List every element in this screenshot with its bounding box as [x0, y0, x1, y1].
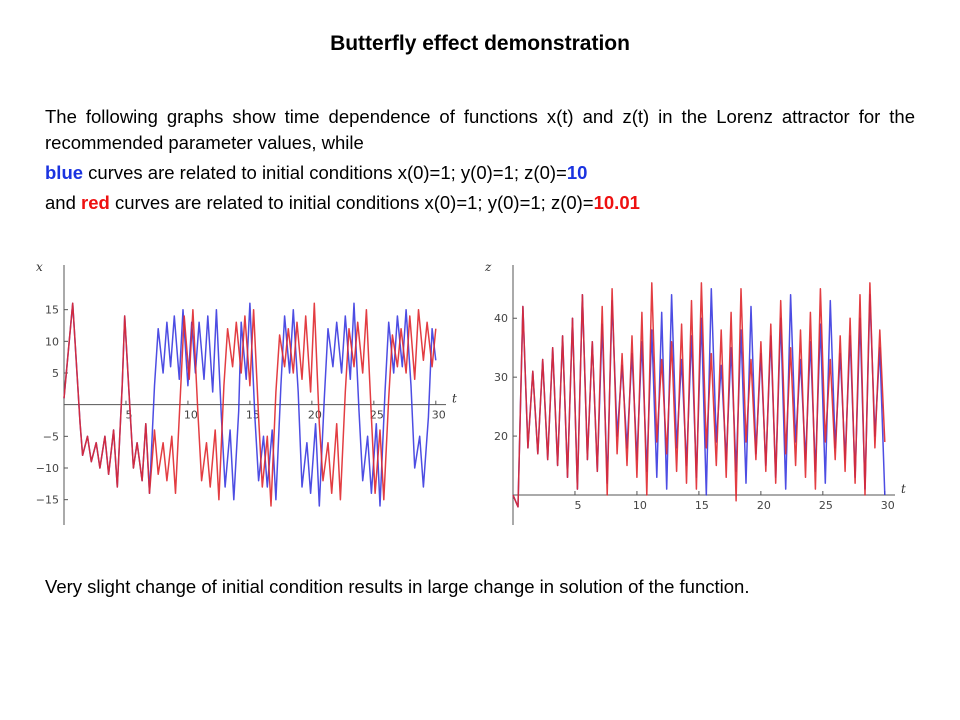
slide-title: Butterfly effect demonstration [330, 32, 630, 55]
series-line [512, 282, 886, 508]
initial-value: 10 [566, 162, 588, 183]
series-line [63, 302, 437, 507]
x-tick-label: 25 [370, 409, 384, 422]
y-tick-label: 5 [52, 367, 59, 380]
y-tick-label: 40 [494, 312, 508, 325]
blue-word: blue [45, 162, 84, 183]
x-axis-label: t [452, 392, 457, 406]
y-tick-label: 20 [494, 430, 508, 443]
y-axis-label: x [36, 260, 43, 274]
conclusion-text: Very slight change of initial condition … [45, 576, 750, 597]
y-tick-label: 30 [494, 371, 508, 384]
x-tick-label: 25 [819, 499, 833, 512]
x-tick-label: 20 [757, 499, 771, 512]
y-tick-label: −10 [36, 462, 59, 475]
y-axis-label: z [484, 260, 492, 274]
y-tick-label: −15 [36, 494, 59, 507]
condition-text: curves are related to initial conditions… [83, 162, 567, 183]
y-tick-label: −5 [43, 430, 59, 443]
line-chart: z t 5 10 15 20 25 30 20 30 40 [484, 260, 906, 525]
x-tick-label: 15 [695, 499, 709, 512]
initial-value: 10.01 [593, 192, 640, 213]
red-word: red [81, 192, 110, 213]
x-tick-label: 30 [432, 409, 446, 422]
x-tick-label: 15 [246, 409, 260, 422]
red-condition: and red curves are related to initial co… [45, 190, 915, 216]
lead-text: and [45, 192, 82, 213]
x-axis-label: t [901, 482, 906, 496]
x-tick-label: 10 [184, 409, 198, 422]
condition-text: curves are related to initial conditions… [109, 192, 594, 213]
blue-condition: blue curves are related to initial condi… [45, 160, 915, 186]
y-tick-label: 10 [45, 335, 59, 348]
x-tick-label: 10 [633, 499, 647, 512]
x-tick-label: 5 [574, 499, 581, 512]
x-tick-label: 30 [881, 499, 895, 512]
x-tick-label: 5 [125, 409, 132, 422]
intro-text: The following graphs show time dependenc… [45, 106, 915, 153]
y-tick-label: 15 [45, 304, 59, 317]
